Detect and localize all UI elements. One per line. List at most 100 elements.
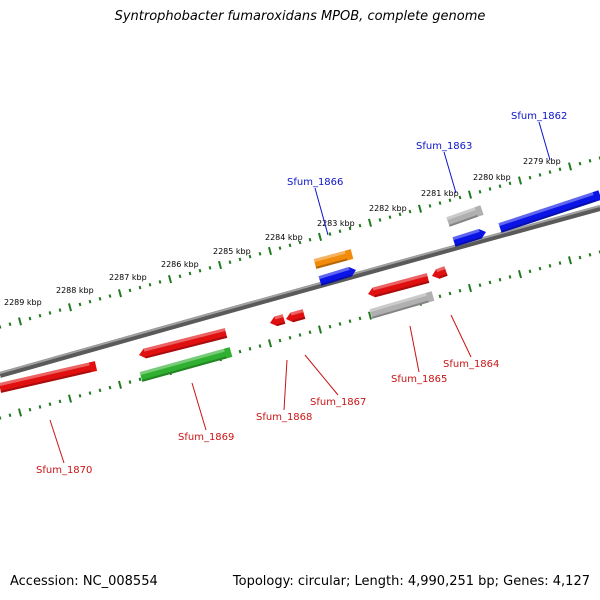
lower-tick — [317, 325, 323, 334]
upper-tick — [417, 204, 423, 213]
lower-tick-track — [0, 250, 600, 420]
upper-tick — [458, 195, 462, 200]
leader-line — [314, 187, 329, 236]
upper-tick — [17, 317, 23, 326]
gene-label-sfum-1867: Sfum_1867 — [310, 397, 366, 408]
upper-tick — [48, 311, 52, 315]
lower-tick — [448, 291, 452, 296]
upper-tick — [117, 289, 123, 298]
upper-tick — [348, 226, 352, 231]
lower-tick — [338, 322, 342, 326]
lower-tick — [28, 407, 32, 412]
lower-tick — [588, 252, 592, 257]
upper-tick — [67, 303, 73, 312]
lower-tick — [467, 283, 473, 293]
upper-tick — [38, 313, 42, 318]
upper-tick — [478, 189, 482, 194]
genome-stats: Topology: circular; Length: 4,990,251 bp… — [232, 574, 590, 589]
lower-tick — [58, 399, 62, 404]
kbp-label: 2289 kbp — [4, 298, 42, 307]
gene-sfum-1867[interactable] — [285, 309, 306, 324]
lower-tick — [117, 380, 123, 389]
lower-tick — [238, 349, 242, 354]
lower-tick — [438, 294, 442, 299]
lower-tick — [17, 408, 23, 417]
upper-tick — [388, 215, 392, 219]
leader-line — [49, 419, 65, 464]
upper-tick — [58, 308, 62, 312]
upper-tick — [28, 316, 32, 321]
lower-tick — [538, 266, 542, 271]
lower-tick — [138, 377, 142, 382]
lower-tick — [528, 269, 532, 274]
lower-tick — [558, 261, 562, 265]
upper-tick — [198, 268, 202, 273]
gene-sfum-1865[interactable] — [367, 273, 430, 299]
lower-tick — [98, 388, 102, 393]
lower-tick — [267, 339, 273, 348]
leader-line — [409, 325, 420, 373]
kbp-label: 2279 kbp — [523, 157, 561, 166]
upper-tick — [8, 322, 12, 326]
upper-tick — [78, 302, 82, 307]
gene-sfum-1869-green[interactable] — [139, 347, 233, 382]
upper-tick — [208, 266, 212, 270]
upper-tick — [588, 159, 592, 163]
upper-tick — [248, 254, 252, 259]
upper-tick — [448, 198, 452, 203]
gene-label-sfum-1865: Sfum_1865 — [391, 374, 447, 385]
lower-tick — [328, 324, 332, 329]
gene-sfum-1866-orange[interactable] — [313, 249, 354, 269]
upper-tick — [367, 218, 373, 227]
lower-tick — [8, 413, 12, 418]
gene-sfum-1870[interactable] — [0, 361, 98, 393]
upper-tick — [398, 212, 402, 217]
lower-tick — [278, 338, 282, 343]
map-title: Syntrophobacter fumaroxidans MPOB, compl… — [114, 9, 486, 24]
kbp-label: 2288 kbp — [56, 286, 94, 295]
upper-tick — [148, 282, 152, 287]
leader-line — [443, 151, 457, 194]
lower-tick — [288, 335, 292, 340]
lower-tick — [348, 319, 352, 323]
kbp-label: 2287 kbp — [109, 273, 147, 282]
gene-sfum-1862[interactable] — [498, 190, 600, 233]
kbp-labels: 2289 kbp 2288 kbp 2287 kbp 2286 kbp 2285 kbp… — [4, 157, 561, 307]
lower-tick — [248, 347, 252, 351]
lower-tick — [488, 280, 492, 285]
upper-tick — [178, 274, 182, 279]
upper-tick — [567, 162, 573, 171]
upper-tick — [338, 229, 342, 234]
upper-tick — [188, 271, 192, 276]
lower-tick — [108, 385, 112, 390]
gene-sfum-1865-gray[interactable] — [369, 291, 435, 319]
upper-tick — [578, 161, 582, 166]
upper-tick — [138, 285, 142, 290]
gene-sfum-1863[interactable] — [452, 227, 488, 247]
lower-tick — [78, 394, 82, 398]
upper-tick — [0, 325, 2, 329]
lower-tick — [298, 333, 302, 337]
gene-sfum-1863a[interactable] — [446, 205, 484, 227]
upper-tick — [317, 232, 323, 241]
lower-tick — [128, 380, 132, 384]
upper-tick — [358, 223, 362, 228]
upper-tick — [528, 175, 532, 180]
upper-tick — [558, 167, 562, 172]
gene-features[interactable] — [0, 190, 600, 393]
upper-tick — [158, 280, 162, 284]
leader-line — [283, 359, 288, 411]
gene-sfum-1866[interactable] — [318, 265, 358, 286]
upper-tick — [238, 257, 242, 262]
gene-sfum-1869[interactable] — [138, 328, 228, 360]
lower-tick — [567, 256, 573, 265]
gene-sfum-1868[interactable] — [269, 314, 286, 328]
upper-tick — [548, 170, 552, 174]
upper-tick — [88, 299, 92, 304]
lower-tick — [38, 405, 42, 409]
lower-tick — [308, 330, 312, 335]
upper-tick — [467, 190, 473, 199]
gene-sfum-1864[interactable] — [430, 266, 448, 280]
kbp-label: 2281 kbp — [421, 189, 459, 198]
lower-tick — [578, 255, 582, 260]
